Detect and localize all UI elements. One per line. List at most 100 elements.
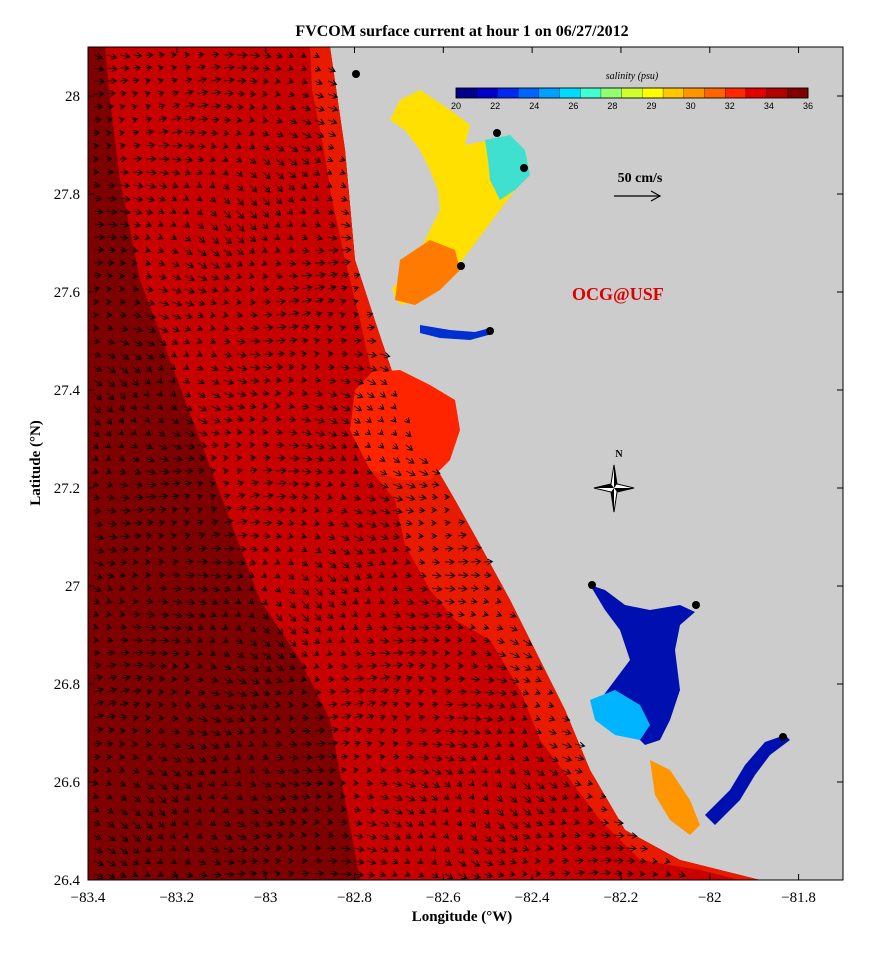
current-arrow [340,198,347,201]
current-arrow [275,184,282,192]
current-arrow [158,131,168,133]
current-arrow [210,120,219,121]
current-arrow [327,380,335,381]
current-arrow [301,326,309,328]
current-arrow [315,523,319,524]
current-arrow [171,185,178,187]
current-arrow [106,379,115,386]
current-arrow [276,406,280,407]
current-arrow [418,510,425,511]
current-arrow [93,405,101,413]
current-arrow [289,393,293,394]
current-arrow [106,392,114,400]
current-arrow [262,536,270,537]
current-arrow [197,105,208,107]
current-arrow [314,133,324,137]
current-arrow [288,300,299,302]
current-arrow [418,484,427,486]
current-arrow [327,274,337,276]
current-arrow [288,107,295,109]
current-arrow [211,146,216,147]
current-arrow [223,263,231,267]
current-vectors [94,54,685,878]
current-arrow [184,419,193,424]
current-arrow [198,354,202,356]
current-arrow [236,250,243,254]
current-arrow [94,640,98,641]
current-arrow [250,250,255,253]
current-arrow [328,313,333,315]
current-arrow [159,237,163,239]
current-arrow [405,484,415,487]
current-arrow [340,380,350,383]
current-arrow [314,237,322,239]
current-arrow [315,211,319,213]
current-arrow [197,445,207,446]
current-arrow [145,471,155,473]
current-arrow [223,107,232,108]
current-arrow [158,198,165,200]
current-arrow [237,172,242,176]
current-arrow [236,223,244,231]
current-arrow [210,92,221,94]
current-arrow [224,483,229,484]
current-arrow [171,289,181,292]
current-arrow [275,133,283,136]
current-arrow [315,510,319,511]
current-arrow [158,496,167,497]
current-arrow [353,523,363,527]
current-arrow [185,185,189,187]
current-arrow [236,495,245,497]
current-arrow [119,523,130,524]
current-arrow [302,523,306,524]
current-arrow [93,275,101,276]
current-arrow [314,393,322,395]
colorbar-cells [455,87,809,99]
current-arrow [224,315,228,316]
current-arrow [379,484,388,488]
current-arrow [314,94,323,97]
current-arrow [327,107,337,110]
current-arrow [171,104,180,107]
current-arrow [132,198,143,200]
current-arrow [639,861,646,862]
current-arrow [262,210,269,217]
current-arrow [93,379,102,386]
current-arrow [314,146,322,150]
current-arrow [236,184,243,191]
current-arrow [341,314,345,315]
current-arrow [275,340,285,341]
current-arrow [380,432,383,435]
current-arrow [159,522,164,523]
current-arrow [93,262,102,263]
current-arrow [93,354,101,356]
current-arrow [145,211,153,213]
nearshore-bulge [350,370,460,480]
colorbar-cell [787,87,809,99]
current-arrow [289,406,294,407]
current-arrow [392,497,402,500]
current-arrow [106,55,117,58]
current-arrow [171,131,182,133]
current-arrow [106,341,114,343]
current-arrow [132,353,141,359]
colorbar-cell [642,87,664,99]
current-arrow [315,172,319,175]
current-arrow [432,666,436,667]
current-arrow [132,471,141,473]
current-arrow [223,380,233,383]
current-arrow [393,406,396,409]
current-arrow [172,393,176,396]
current-arrow [224,302,228,303]
current-arrow [470,692,481,693]
current-arrow [237,159,242,162]
current-arrow [119,510,130,511]
current-arrow [315,497,319,498]
current-arrow [119,653,129,654]
current-arrow [275,276,282,277]
current-arrow [158,458,168,461]
current-arrow [236,328,244,329]
current-arrow [314,445,324,448]
colorbar-label: 22 [490,101,500,111]
current-arrow [314,313,321,315]
